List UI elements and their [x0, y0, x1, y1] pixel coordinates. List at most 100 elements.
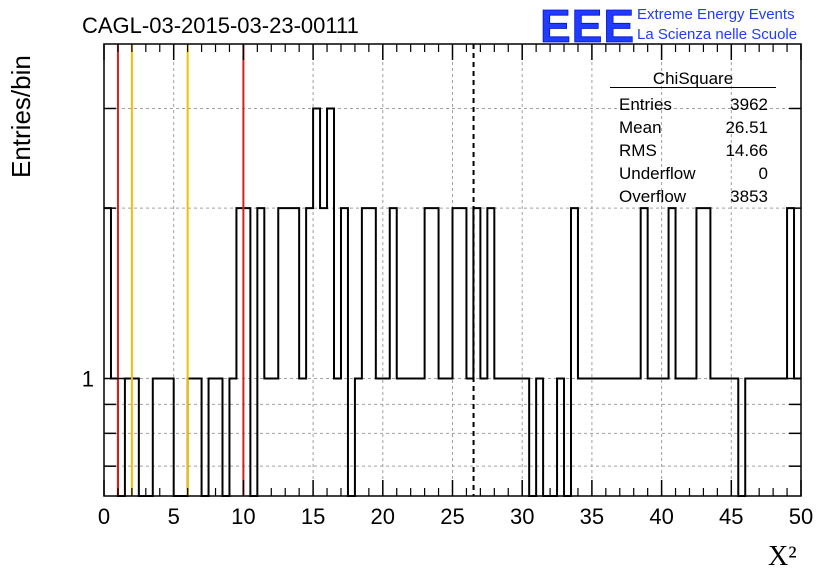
histogram-bin	[773, 379, 780, 496]
histogram-bin	[404, 379, 411, 496]
histogram-bin	[299, 379, 306, 496]
axis-ticks: 0 5 10 15 20 25 30 35 40 45 50 1	[82, 44, 813, 529]
x-tick-label: 45	[719, 504, 743, 529]
histogram-bin	[362, 208, 369, 496]
histogram-bin	[536, 379, 543, 496]
histogram-bin	[710, 379, 717, 496]
x-tick-label: 35	[580, 504, 604, 529]
stats-row-value: 3853	[730, 187, 768, 206]
histogram-bin	[501, 379, 508, 496]
stats-box: ChiSquare Entries 3962 Mean 26.51 RMS 14.66 Un…	[610, 69, 776, 206]
histogram-bin	[132, 379, 139, 496]
histogram-bin	[724, 379, 731, 496]
eee-logo-line1: Extreme Energy Events	[637, 6, 795, 23]
stats-row-label: Mean	[619, 118, 662, 137]
histogram-bin	[662, 379, 669, 496]
x-tick-label: 40	[649, 504, 673, 529]
histogram-bin	[439, 379, 446, 496]
histogram-bin	[466, 379, 473, 496]
histogram-bin	[229, 379, 236, 496]
histogram-bin	[627, 379, 634, 496]
histogram-bin	[209, 379, 216, 496]
histogram-bin	[292, 208, 299, 496]
histogram-bin	[104, 208, 111, 496]
histogram-bin	[425, 208, 432, 496]
histogram-bin	[731, 379, 738, 496]
histogram-bin	[676, 379, 683, 496]
histogram-bin	[585, 379, 592, 496]
histogram-bin	[236, 208, 243, 496]
histogram-bin	[655, 379, 662, 496]
histogram-bin	[634, 379, 641, 496]
histogram-bin	[397, 379, 404, 496]
histogram-bin	[355, 379, 362, 496]
histogram-bin	[620, 379, 627, 496]
stats-row-value: 14.66	[725, 141, 768, 160]
x-tick-label: 30	[510, 504, 534, 529]
stats-title: ChiSquare	[653, 69, 733, 88]
histogram-bin	[480, 379, 487, 496]
histogram-bin	[515, 379, 522, 496]
histogram-bin	[689, 379, 696, 496]
stats-row-label: Underflow	[619, 164, 696, 183]
histogram-bin	[641, 208, 648, 496]
histogram-bin	[557, 379, 564, 496]
histogram-bin	[453, 208, 460, 496]
histogram-bin	[278, 208, 285, 496]
y-axis-label: Entries/bin	[6, 55, 36, 178]
histogram-bin	[160, 379, 167, 496]
histogram-bin	[494, 379, 501, 496]
y-tick-label: 1	[82, 367, 94, 392]
histogram-bin	[243, 208, 250, 496]
histogram-bin	[341, 208, 348, 496]
histogram-bin	[271, 379, 278, 496]
histogram-bin	[257, 208, 264, 496]
histogram-bin	[683, 379, 690, 496]
stats-row-value: 0	[759, 164, 768, 183]
chart-title: CAGL-03-2015-03-23-00111	[82, 13, 359, 38]
x-tick-label: 0	[98, 504, 110, 529]
stats-row-label: Entries	[619, 95, 672, 114]
histogram-bin	[167, 379, 174, 496]
histogram-bin	[320, 208, 327, 496]
histogram-outline	[104, 107, 801, 497]
histogram-bin	[418, 379, 425, 496]
histogram-bin	[446, 379, 453, 496]
histogram-bin	[390, 208, 397, 496]
x-axis-label: X²	[768, 541, 797, 572]
histogram-bin	[195, 379, 202, 496]
histogram-bin	[334, 379, 341, 496]
histogram-bin	[648, 379, 655, 496]
histogram-bin	[327, 108, 334, 496]
histogram-bin	[752, 379, 759, 496]
histogram-bin	[125, 379, 132, 496]
x-tick-label: 15	[301, 504, 325, 529]
histogram-bin	[111, 379, 118, 496]
histogram-bin	[745, 379, 752, 496]
histogram-bin	[669, 208, 676, 496]
reference-lines	[116, 44, 475, 496]
histogram-bin	[459, 208, 466, 496]
histogram-bin	[522, 379, 529, 496]
x-tick-label: 10	[231, 504, 255, 529]
histogram-bin	[216, 379, 223, 496]
histogram-bin	[787, 208, 794, 496]
x-tick-label: 5	[168, 504, 180, 529]
histogram-bars	[104, 107, 801, 497]
histogram-bin	[766, 379, 773, 496]
histogram-bin	[369, 208, 376, 496]
stats-row-label: Overflow	[619, 187, 687, 206]
histogram-bin	[411, 379, 418, 496]
histogram-bin	[487, 208, 494, 496]
histogram-bin	[153, 379, 160, 496]
histogram-bin	[306, 208, 313, 496]
x-tick-label: 50	[789, 504, 813, 529]
histogram-bin	[606, 379, 613, 496]
histogram-bin	[578, 379, 585, 496]
histogram-bin	[717, 379, 724, 496]
stats-row-value: 3962	[730, 95, 768, 114]
histogram-bin	[188, 379, 195, 496]
histogram-bin	[759, 379, 766, 496]
histogram-bin	[696, 208, 703, 496]
